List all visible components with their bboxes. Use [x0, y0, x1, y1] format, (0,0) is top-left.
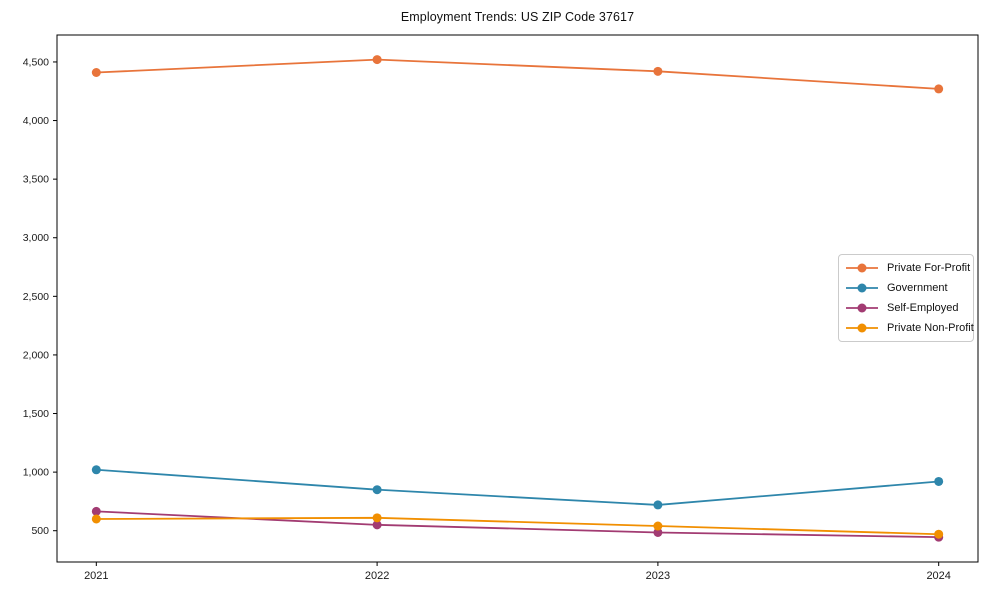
legend-item-government: Government	[845, 278, 969, 298]
y-axis-tick-label: 2,500	[23, 291, 49, 303]
series-marker-government	[91, 465, 101, 475]
legend-line-marker-icon	[846, 323, 878, 333]
legend-label-self-employed: Self-Employed	[887, 302, 959, 314]
legend-item-private-non-profit: Private Non-Profit	[845, 318, 974, 338]
series-marker-private-for-profit	[372, 55, 382, 65]
series-line-private-for-profit	[96, 58, 939, 90]
legend-item-self-employed: Self-Employed	[845, 298, 969, 318]
legend-line-marker-icon	[846, 263, 878, 273]
series-marker-private-for-profit	[934, 84, 944, 94]
legend-sample-marker	[857, 283, 867, 293]
series-marker-private-for-profit	[653, 66, 663, 76]
legend-line-marker-icon	[846, 283, 878, 293]
y-axis-tick-label: 4,500	[23, 56, 49, 68]
legend-sample-marker	[857, 303, 867, 313]
x-axis-tick-label: 2024	[926, 570, 950, 582]
legend-sample-marker	[857, 263, 867, 273]
y-axis-tick-label: 500	[31, 525, 49, 537]
series-marker-government	[653, 500, 663, 510]
series-marker-private-non-profit	[934, 529, 944, 539]
y-axis-tick-label: 4,000	[23, 115, 49, 127]
series-marker-self-employed	[372, 520, 382, 530]
series-marker-self-employed	[91, 506, 101, 516]
series-marker-self-employed	[653, 527, 663, 537]
series-line-private-non-profit	[96, 516, 939, 536]
y-axis-tick-label: 3,000	[23, 232, 49, 244]
y-axis-tick-label: 2,000	[23, 349, 49, 361]
plot-border	[56, 34, 979, 563]
series-marker-private-non-profit	[653, 521, 663, 531]
legend-label-private-non-profit: Private Non-Profit	[887, 322, 974, 334]
series-marker-private-non-profit	[372, 513, 382, 523]
series-line-self-employed	[96, 510, 939, 539]
legend-label-government: Government	[887, 282, 948, 294]
series-marker-private-non-profit	[91, 514, 101, 524]
x-axis-tick-label: 2022	[365, 570, 389, 582]
series-line-government	[96, 468, 939, 506]
legend-sample-marker	[857, 323, 867, 333]
legend-label-private-for-profit: Private For-Profit	[887, 262, 971, 274]
legend-item-private-for-profit: Private For-Profit	[845, 258, 971, 278]
chart-title: Employment Trends: US ZIP Code 37617	[400, 10, 635, 24]
x-axis-tick-label: 2023	[646, 570, 670, 582]
series-marker-government	[372, 485, 382, 495]
x-axis-tick-label: 2021	[84, 570, 108, 582]
y-axis-tick-label: 1,000	[23, 467, 49, 479]
y-axis-tick-label: 1,500	[23, 408, 49, 420]
series-marker-private-for-profit	[91, 68, 101, 78]
legend-line-marker-icon	[846, 303, 878, 313]
chart-legend: Private For-Profit Government Self-Employe…	[838, 254, 974, 342]
series-marker-government	[934, 476, 944, 486]
y-axis-tick-label: 3,500	[23, 174, 49, 186]
